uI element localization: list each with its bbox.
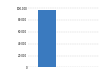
Bar: [38, 10, 56, 67]
